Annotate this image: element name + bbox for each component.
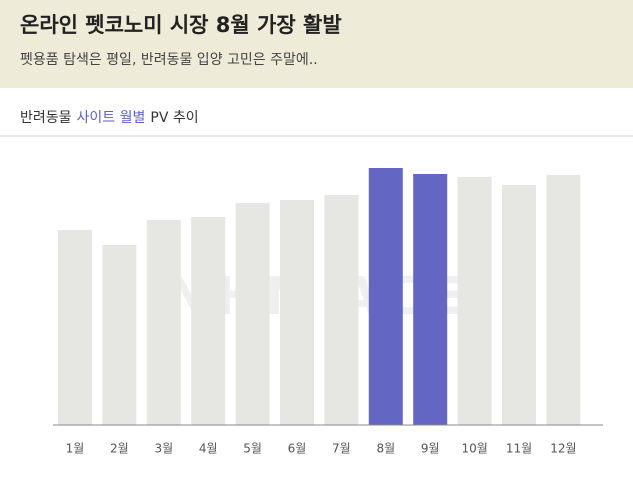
bar xyxy=(324,195,359,425)
x-tick-label: 7월 xyxy=(332,442,351,456)
x-tick-label: 2월 xyxy=(110,442,129,456)
x-tick-label: 11월 xyxy=(506,442,532,456)
bar xyxy=(368,168,403,425)
header-background xyxy=(0,0,633,88)
x-tick-label: 1월 xyxy=(66,442,85,456)
chart-title-part: 사이트 월별 xyxy=(77,110,146,126)
bar xyxy=(235,203,270,425)
bar xyxy=(502,185,536,425)
x-tick-label: 8월 xyxy=(376,442,395,456)
x-tick-label: 12월 xyxy=(550,442,576,456)
header-subtitle: 펫용품 탐색은 평일, 반려동물 입양 고민은 주말에.. xyxy=(20,52,318,68)
bar xyxy=(191,217,226,425)
bar xyxy=(146,220,181,425)
bar xyxy=(102,245,137,425)
x-tick-label: 4월 xyxy=(199,442,218,456)
x-tick-label: 5월 xyxy=(243,442,262,456)
chart-title: 반려동물 사이트 월별 PV 추이 xyxy=(20,110,199,126)
x-tick-label: 6월 xyxy=(288,442,307,456)
bar xyxy=(413,174,448,425)
chart-title-part: 반려동물 xyxy=(20,110,72,126)
header-title: 온라인 펫코노미 시장 8월 가장 활발 xyxy=(20,13,342,37)
bar xyxy=(280,200,314,425)
x-tick-label: 10월 xyxy=(461,442,487,456)
x-tick-label: 3월 xyxy=(154,442,173,456)
chart-title-part: PV 추이 xyxy=(150,110,198,126)
bar xyxy=(546,175,581,425)
bar xyxy=(457,177,492,425)
x-tick-label: 9월 xyxy=(421,442,440,456)
bar xyxy=(58,230,92,425)
